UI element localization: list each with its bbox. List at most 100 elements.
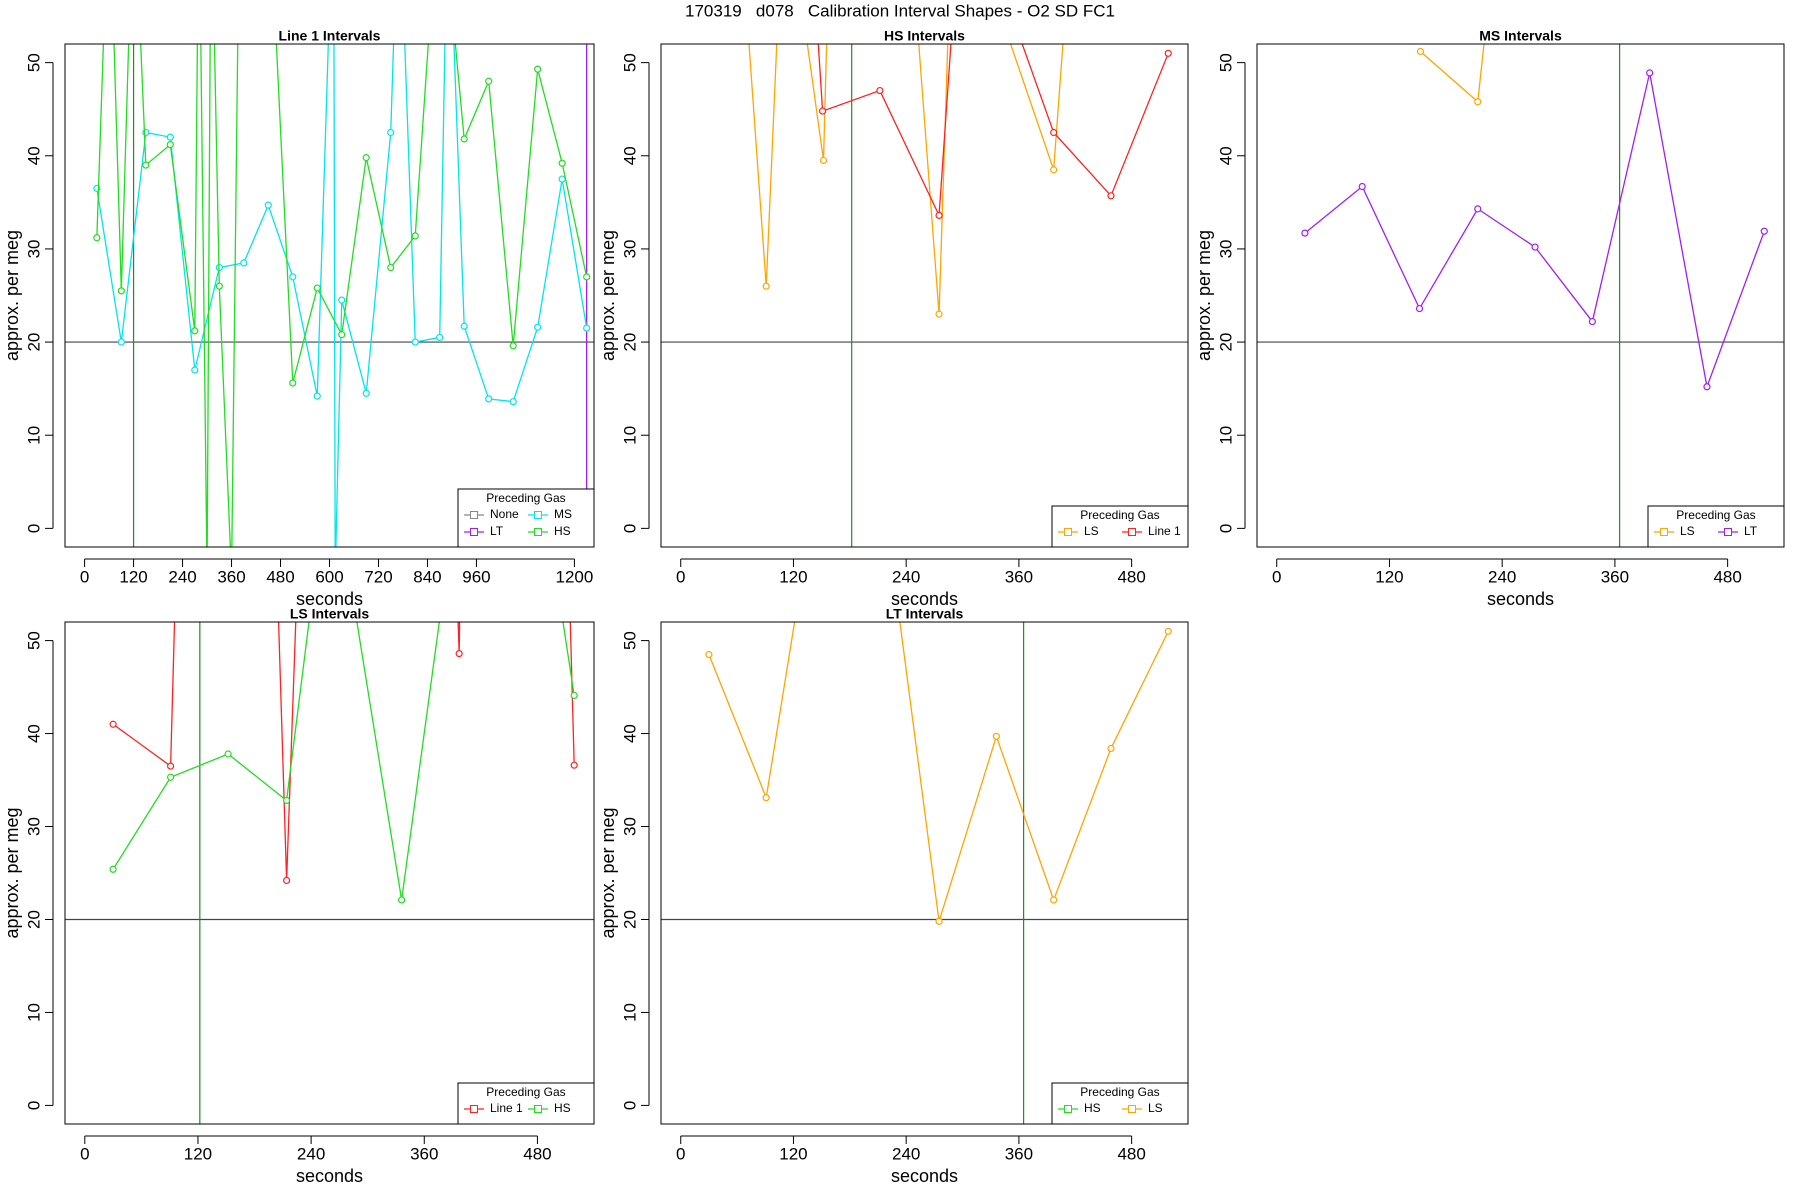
y-tick-label: 0	[620, 524, 639, 533]
point	[1164, 627, 1172, 635]
point	[362, 154, 370, 162]
point	[583, 273, 591, 281]
point	[109, 720, 117, 728]
point	[1301, 229, 1309, 237]
series-line	[112, 622, 575, 901]
y-tick-label: 0	[24, 1101, 43, 1110]
legend-label: LS	[1148, 1101, 1163, 1115]
legend-marker	[470, 1105, 478, 1113]
legend-title: Preceding Gas	[1080, 508, 1159, 522]
y-tick-label: 10	[620, 426, 639, 445]
x-tick-label: 240	[168, 567, 196, 586]
point	[1050, 166, 1058, 174]
point	[459, 452, 465, 458]
y-tick-label: 20	[1216, 333, 1235, 352]
legend-marker	[1128, 528, 1136, 536]
y-tick-label: 50	[1216, 53, 1235, 72]
x-axis-label: seconds	[891, 589, 958, 609]
x-tick-label: 0	[80, 567, 89, 586]
point	[166, 141, 174, 149]
series-line	[1304, 72, 1765, 390]
point	[436, 333, 444, 342]
point	[93, 234, 101, 242]
point	[282, 796, 291, 805]
point	[558, 159, 566, 167]
y-tick-label: 30	[24, 817, 43, 836]
legend-marker	[534, 528, 542, 536]
point	[215, 282, 223, 290]
x-axis-label: seconds	[1487, 589, 1554, 609]
plot-frame	[64, 621, 595, 1125]
point	[450, 452, 456, 458]
y-tick-label: 10	[1216, 426, 1235, 445]
x-tick-label: 480	[1117, 1144, 1145, 1163]
panel-title: LS Intervals	[290, 606, 370, 622]
point	[1474, 205, 1482, 213]
legend-label: Line 1	[490, 1101, 523, 1115]
legend-title: Preceding Gas	[1080, 1085, 1159, 1099]
x-tick-label: 0	[80, 1144, 89, 1163]
point	[1416, 47, 1425, 56]
point	[167, 762, 175, 770]
point	[240, 259, 248, 267]
legend: Preceding Gas LS LT	[1647, 505, 1785, 548]
y-tick-label: 0	[1216, 524, 1235, 533]
y-tick-label: 40	[620, 146, 639, 165]
y-axis-label: approx. per meg	[1194, 230, 1214, 361]
panel: HS Intervals 0 10 20 30 40 50 0 120 240 360 480 seco…	[598, 28, 1189, 609]
x-tick-label: 480	[523, 1144, 551, 1163]
legend-marker	[470, 511, 478, 519]
x-tick-label: 120	[184, 1144, 212, 1163]
point	[398, 896, 406, 904]
legend-marker	[1064, 1105, 1072, 1113]
point	[1646, 69, 1654, 77]
x-tick-label: 120	[779, 1144, 807, 1163]
x-tick-label: 0	[1272, 567, 1281, 586]
x-tick-label: 360	[410, 1144, 438, 1163]
point	[992, 732, 1000, 740]
x-tick-label: 120	[779, 567, 807, 586]
point	[583, 324, 591, 332]
y-tick-label: 30	[620, 239, 639, 258]
point	[455, 650, 463, 658]
point	[1050, 128, 1058, 137]
point	[509, 342, 517, 350]
point	[459, 452, 465, 458]
point	[224, 750, 232, 758]
point	[142, 161, 150, 169]
point	[327, 452, 333, 458]
point	[1703, 383, 1711, 391]
series-line	[96, 44, 588, 547]
x-axis-label: seconds	[296, 1166, 363, 1186]
y-tick-label: 0	[24, 524, 43, 533]
x-tick-label: 840	[413, 567, 441, 586]
panel-title: HS Intervals	[884, 28, 965, 44]
point	[1050, 896, 1058, 904]
y-axis-label: approx. per meg	[598, 807, 618, 938]
x-tick-label: 240	[297, 1144, 325, 1163]
legend-marker	[1128, 1105, 1136, 1113]
x-tick-label: 240	[892, 567, 920, 586]
point	[819, 452, 825, 458]
point	[176, 452, 182, 458]
y-axis-label: approx. per meg	[2, 230, 22, 361]
y-tick-label: 40	[1216, 146, 1235, 165]
legend-box	[1647, 505, 1785, 548]
legend-marker	[534, 511, 542, 519]
point	[1760, 227, 1768, 235]
plot-area	[661, 44, 1188, 547]
x-tick-label: 0	[676, 567, 685, 586]
legend-label: LT	[490, 524, 504, 538]
point	[282, 876, 291, 885]
point	[563, 452, 569, 458]
point	[411, 338, 419, 346]
x-tick-label: 480	[1117, 567, 1145, 586]
y-tick-label: 50	[24, 53, 43, 72]
y-tick-label: 30	[620, 817, 639, 836]
panel: LT Intervals 0 10 20 30 40 50 0 120 240 360 480 seco…	[598, 452, 1189, 1186]
point	[1531, 243, 1539, 251]
point	[762, 282, 770, 290]
point	[570, 691, 578, 700]
point	[191, 366, 199, 374]
legend-marker	[1660, 528, 1668, 536]
